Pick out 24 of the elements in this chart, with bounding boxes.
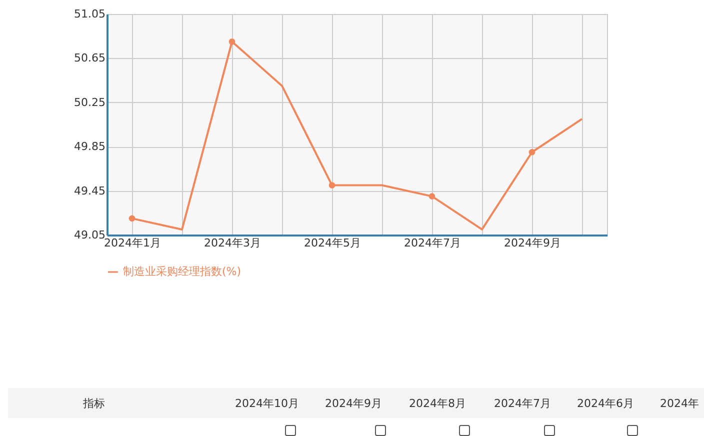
point (228, 38, 236, 45)
x-tick-label: 2024年7月 (404, 236, 461, 250)
y-tick-label: 50.65 (74, 52, 106, 65)
y-tick-label: 50.25 (74, 96, 106, 109)
y-tick-label: 49.45 (74, 184, 106, 198)
text: 2024年7月 (494, 396, 551, 410)
y-tick-label: 49.05 (74, 228, 106, 242)
x-tick-label: 2024年3月 (204, 236, 261, 250)
text: 2024年9月 (325, 396, 382, 410)
point (428, 193, 436, 200)
x-tick-label: 2024年9月 (504, 236, 561, 250)
y-tick-label: 49.85 (74, 140, 106, 154)
legend-label: 制造业采购经理指数(%) (123, 265, 242, 278)
text: 指标 (83, 396, 105, 410)
point (128, 215, 136, 222)
point (328, 182, 336, 188)
text: 2024年6月 (577, 396, 634, 410)
text: 2024年8月 (409, 396, 466, 410)
x-tick-label: 2024年1月 (104, 236, 161, 250)
point (528, 148, 536, 156)
y-tick-label: 51.05 (74, 8, 106, 20)
text: 2024年10月 (235, 396, 299, 410)
x-tick-label: 2024年5月 (304, 236, 361, 250)
text: 2024年 (660, 396, 699, 410)
